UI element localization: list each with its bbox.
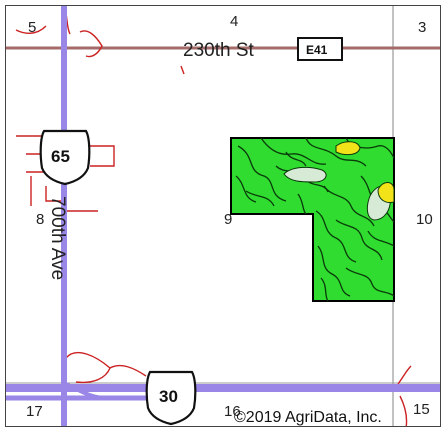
section-number: 3	[418, 19, 426, 36]
us-highway-30-shield[interactable]: 30	[145, 370, 197, 426]
highway-shield-number: 65	[51, 147, 70, 166]
section-number: 16	[224, 403, 241, 420]
section-number: 9	[224, 211, 232, 228]
county-route-e41[interactable]: E41	[297, 37, 343, 61]
section-number: 4	[230, 13, 238, 30]
section-number: 17	[26, 403, 43, 420]
us-highway-65-shield[interactable]: 65	[39, 129, 91, 186]
map-frame: 5 4 3 8 9 10 17 16 15 230th St E41 700th…	[5, 5, 441, 427]
section-number: 5	[28, 19, 36, 36]
section-number: 10	[416, 211, 433, 228]
road-label-230th-st: 230th St	[183, 40, 254, 61]
section-number: 8	[36, 211, 44, 228]
field-parcel[interactable]	[230, 137, 395, 302]
map-canvas[interactable]: 5 4 3 8 9 10 17 16 15 230th St E41 700th…	[6, 6, 441, 427]
county-route-label: E41	[306, 43, 328, 57]
highway-shield-number: 30	[159, 387, 178, 406]
road-label-700th-ave: 700th Ave	[47, 196, 68, 280]
copyright-text: ©2019 AgriData, Inc.	[234, 409, 382, 426]
section-number: 15	[413, 401, 430, 418]
